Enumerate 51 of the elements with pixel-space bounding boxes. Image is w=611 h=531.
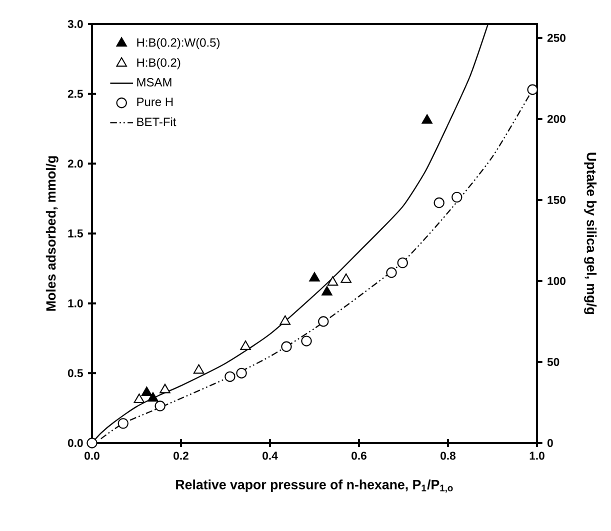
y2-tick-label: 200 (547, 114, 566, 123)
y-tick-label: 2.0 (68, 160, 83, 168)
x-tick-label: 1.0 (530, 452, 544, 460)
x-tick-label: 0.2 (174, 452, 188, 460)
point (527, 84, 538, 95)
point (327, 276, 338, 286)
y-axis-title: Moles adsorbed, mmol/g (46, 156, 58, 311)
legend-label: Pure H (137, 98, 173, 106)
y-tick-label: 0.5 (68, 369, 83, 378)
point (224, 371, 236, 382)
y2-tick-label: 250 (547, 34, 566, 42)
x-tick-label: 0.0 (84, 452, 100, 460)
y-tick-label: 2.5 (68, 90, 83, 98)
y2-tick-label: 150 (548, 196, 566, 204)
x-tick-label: 0.8 (440, 452, 456, 460)
point (118, 418, 128, 429)
point (240, 340, 251, 350)
legend-label: H:B(0.2) (137, 58, 180, 70)
y-tick-label: 1.5 (68, 230, 83, 238)
legend-label: MSAM (137, 78, 172, 87)
y-tick-label: 1.0 (68, 299, 83, 308)
point (318, 316, 329, 327)
point (301, 336, 312, 346)
point (280, 315, 291, 325)
point (340, 273, 352, 283)
legend-label: H:B(0.2):W(0.5) (137, 38, 220, 50)
point (422, 114, 432, 124)
point (154, 400, 166, 412)
point (160, 384, 170, 394)
point (134, 394, 145, 404)
y-tick-label: 3.0 (68, 20, 83, 28)
point (281, 341, 292, 352)
point (452, 192, 462, 203)
point (434, 197, 444, 208)
y2-axis-title: Uptake by silica gel, mg/g (584, 152, 597, 314)
point (141, 386, 152, 396)
point (309, 272, 320, 282)
point (397, 257, 408, 268)
point (236, 368, 247, 378)
y2-tick-label: 50 (547, 358, 560, 366)
point (148, 392, 158, 402)
x-tick-label: 0.4 (262, 452, 278, 460)
x-tick-label: 0.6 (352, 452, 366, 460)
point (322, 286, 332, 296)
point (386, 267, 397, 278)
legend-label: BET-Fit (137, 117, 176, 126)
y2-tick-label: 100 (548, 276, 566, 285)
x-axis-title: Relative vapor pressure of n-hexane, P$_{1}$/P$_{1,o}$ (176, 480, 453, 493)
y-tick-label: 0.0 (68, 438, 83, 447)
point (193, 364, 204, 374)
y2-tick-label: 0 (547, 438, 553, 447)
